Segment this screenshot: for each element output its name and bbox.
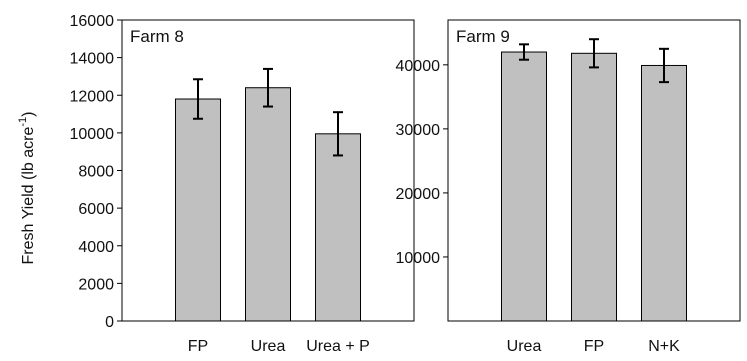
y-tick-label: 12000: [70, 88, 115, 105]
y-axis-title: Fresh Yield (lb acre-1): [17, 112, 37, 265]
x-tick-label: Urea: [507, 338, 542, 355]
x-tick-label: FP: [188, 338, 208, 355]
y-tick-label: 14000: [70, 51, 115, 68]
chart-panel-1: 0 2000 4000 6000 8000 10000 12000 14000 16000 FP U…: [70, 13, 415, 355]
bar: [175, 98, 221, 322]
y-tick-label: 0: [105, 314, 114, 331]
y-tick-label: 10000: [70, 126, 115, 143]
x-tick-label: N+K: [648, 338, 680, 355]
bar: [315, 133, 361, 322]
x-tick-label: FP: [584, 338, 604, 355]
y-tick-label: 4000: [78, 239, 114, 256]
y-tick-label: 10000: [396, 250, 441, 267]
panel-title: Farm 8: [130, 27, 184, 46]
y-axis-title-end: ): [20, 112, 37, 117]
y-tick-label: 40000: [396, 58, 441, 75]
bar: [571, 52, 617, 322]
y-tick-label: 2000: [78, 276, 114, 293]
x-tick-label: Urea: [251, 338, 286, 355]
y-tick-label: 20000: [396, 186, 441, 203]
y-tick-label: 16000: [70, 13, 115, 30]
y-tick-label: 6000: [78, 201, 114, 218]
chart-panel-2: 10000 20000 30000 40000 Urea FP N+K Farm 9: [396, 19, 741, 355]
x-tick-label: Urea + P: [306, 338, 370, 355]
panel-title: Farm 9: [456, 27, 510, 46]
y-tick-label: 30000: [396, 122, 441, 139]
bar: [245, 87, 291, 322]
bar: [641, 64, 687, 322]
bar: [501, 51, 547, 322]
y-axis-title-superscript: -1: [17, 117, 29, 127]
y-tick-label: 8000: [78, 164, 114, 181]
y-axis-title-main: Fresh Yield (lb acre: [20, 127, 37, 265]
